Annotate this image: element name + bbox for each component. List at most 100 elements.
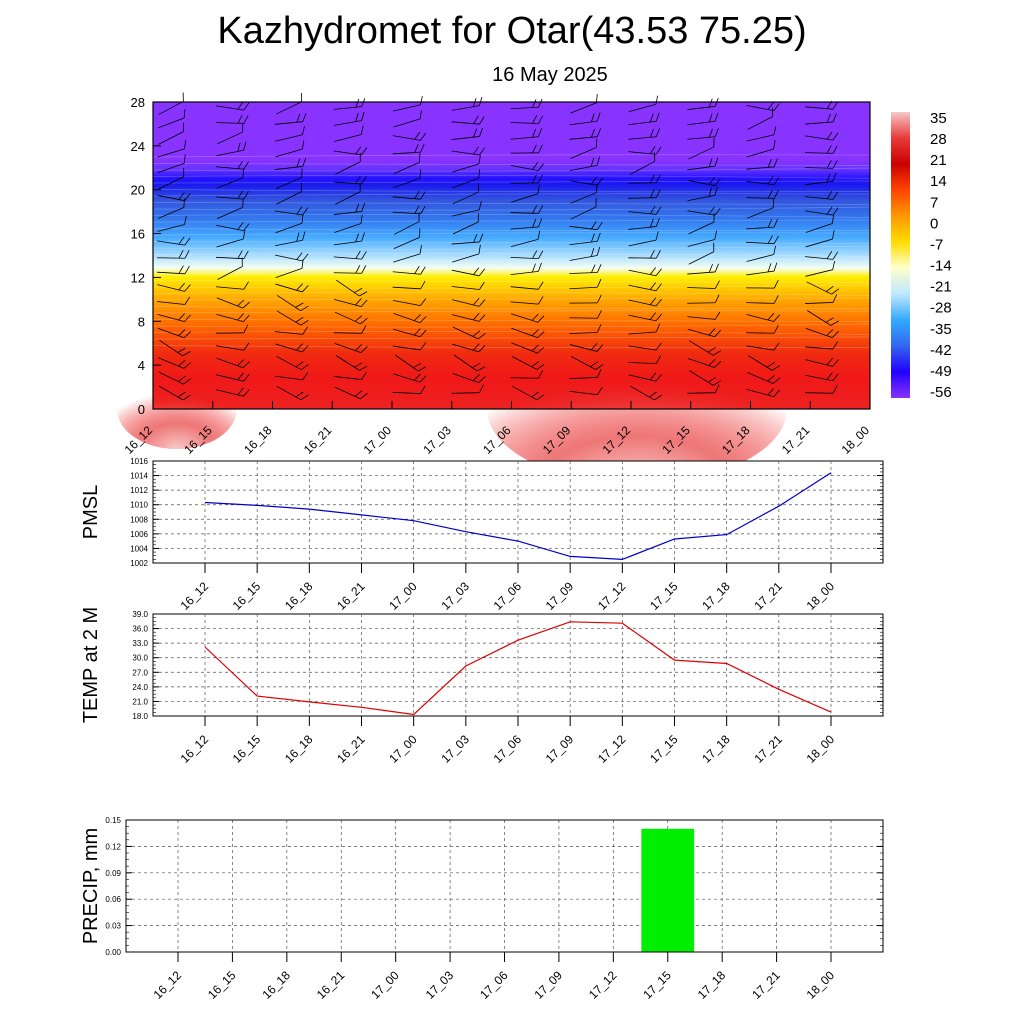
wind-barb	[805, 328, 839, 338]
wind-barb	[746, 280, 779, 289]
wind-barb-flag	[532, 263, 536, 273]
wind-barb-flag	[355, 203, 360, 213]
wind-barb-flag	[477, 183, 480, 193]
wind-barb	[628, 267, 662, 277]
wind-barb-flag	[714, 384, 720, 393]
wind-barb	[451, 146, 485, 156]
wind-barb	[275, 168, 303, 189]
x-tick-label: 17_09	[543, 579, 577, 613]
wind-barb	[276, 355, 309, 371]
wind-barb	[805, 385, 838, 394]
x-tick-label: 16_21	[334, 732, 368, 766]
wind-barb-staff	[157, 314, 185, 322]
wind-barb-staff	[334, 299, 362, 307]
wind-barb-staff	[569, 332, 598, 334]
wind-barb	[569, 342, 604, 352]
wind-barb	[393, 373, 427, 383]
wind-barb-staff	[628, 269, 657, 277]
wind-barb-staff	[276, 191, 302, 205]
wind-barb-flag	[826, 372, 833, 380]
wind-barb	[157, 198, 185, 219]
wind-barb-staff	[157, 224, 185, 232]
wind-barb	[393, 169, 422, 189]
wind-barb-flag	[237, 387, 244, 396]
wind-barb-flag	[295, 361, 304, 368]
colorbar-label: 0	[930, 215, 938, 232]
x-tick-label: 17_18	[699, 732, 733, 766]
wind-barb-flag	[655, 128, 660, 137]
wind-barb-staff	[336, 279, 360, 297]
y-tick-label: 12	[131, 270, 145, 285]
wind-barb-flag	[295, 302, 304, 308]
wind-barb	[451, 233, 484, 245]
wind-barb-staff	[275, 134, 303, 142]
colorbar-label: 7	[930, 194, 938, 211]
wind-barb-flag	[538, 281, 544, 290]
wind-barb-staff	[805, 210, 833, 216]
wind-barb-flag	[296, 206, 303, 215]
wind-barb-staff	[569, 164, 598, 172]
wind-barb-staff	[276, 294, 301, 312]
wind-barb-flag	[714, 112, 719, 122]
wind-barb-staff	[215, 122, 244, 124]
wind-barb-staff	[158, 131, 184, 145]
wind-barb-staff	[217, 131, 243, 145]
wind-barb-flag	[295, 316, 304, 323]
wind-barb-staff	[452, 163, 480, 173]
wind-barb-flag	[184, 284, 191, 292]
contour-line	[152, 345, 871, 349]
wind-barb-flag	[355, 146, 362, 155]
wind-barb-staff	[275, 254, 303, 262]
x-tick-label: 17_00	[368, 968, 402, 1002]
wind-barb-staff	[394, 354, 419, 372]
wind-barb-flag	[243, 115, 249, 124]
wind-barb-staff	[393, 373, 421, 383]
y-tick-label: 20	[131, 183, 145, 198]
wind-barb-flag	[649, 128, 654, 138]
wind-barb-staff	[569, 180, 598, 186]
x-tick-label: 16_15	[230, 579, 264, 613]
wind-barb-flag	[597, 294, 602, 304]
wind-barb-flag	[178, 359, 186, 367]
y-tick-label: 0.09	[105, 869, 121, 878]
wind-barb-staff	[392, 211, 421, 215]
wind-barb-flag	[479, 384, 484, 393]
wind-barb	[217, 123, 244, 145]
wind-barb	[569, 246, 601, 261]
wind-barb-flag	[773, 190, 779, 199]
wind-barb-staff	[628, 197, 657, 199]
wind-barb-staff	[747, 372, 774, 384]
wind-barb-flag	[183, 154, 186, 164]
wind-barb-flag	[478, 333, 486, 340]
wind-barb-flag	[301, 345, 309, 353]
wind-barb-flag	[359, 152, 361, 162]
x-tick-label: 16_18	[282, 732, 316, 766]
wind-barb-staff	[452, 326, 479, 340]
wind-barb	[275, 231, 306, 247]
wind-barb	[628, 174, 661, 184]
x-tick-label: 17_21	[749, 968, 783, 1002]
wind-barb-staff	[628, 374, 657, 382]
wind-barb-flag	[590, 247, 595, 257]
wind-barb-flag	[767, 375, 775, 382]
chart-subtitle: 16 May 2025	[492, 64, 608, 86]
x-tick-label: 17_12	[586, 968, 620, 1002]
wind-barb-flag	[826, 329, 834, 336]
wind-barb-flag	[300, 320, 309, 326]
wind-barb	[392, 131, 427, 141]
wind-barb-staff	[393, 253, 421, 263]
wind-barb-flag	[177, 375, 186, 382]
wind-barb	[216, 222, 250, 232]
wind-barb-flag	[832, 359, 839, 367]
wind-barb-flag	[472, 330, 481, 337]
x-tick-label: 17_21	[779, 423, 813, 457]
wind-barb	[334, 125, 364, 142]
wind-barb-staff	[333, 332, 362, 334]
wind-barb	[157, 139, 187, 158]
wind-barb-flag	[242, 301, 250, 309]
wind-barb-flag	[595, 364, 604, 370]
wind-barb	[628, 355, 661, 364]
y-tick-label: 28	[131, 95, 145, 110]
wind-barb-staff	[805, 223, 833, 233]
